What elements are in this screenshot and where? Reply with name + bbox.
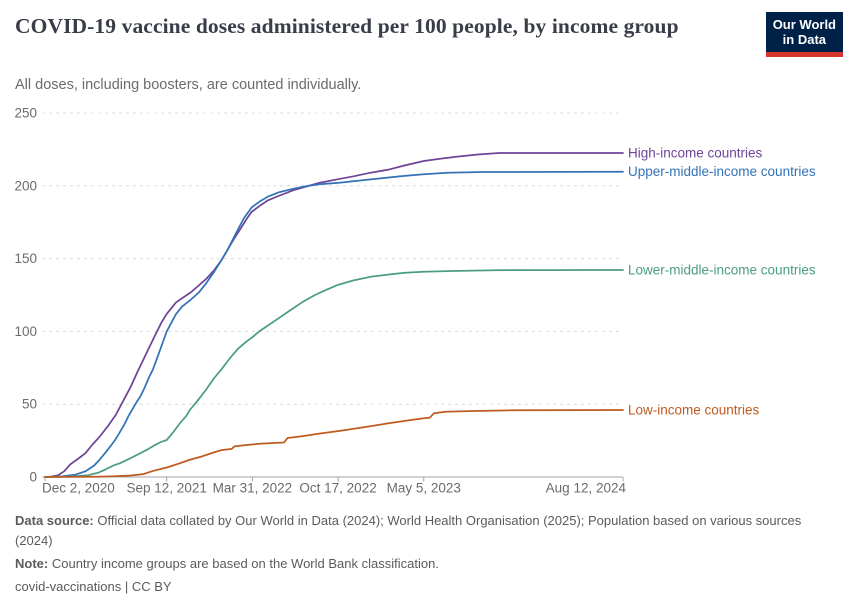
y-axis-tick-label: 50 xyxy=(22,397,37,412)
data-source-line: Data source: Official data collated by O… xyxy=(15,511,807,551)
chart-subtitle: All doses, including boosters, are count… xyxy=(15,77,362,93)
chart-title: COVID-19 vaccine doses administered per … xyxy=(15,14,679,38)
series-line-low-income xyxy=(44,409,624,478)
chart-footer: Data source: Official data collated by O… xyxy=(15,511,807,600)
x-axis-tick-label: Sep 12, 2021 xyxy=(127,481,207,496)
owid-logo-line1: Our World xyxy=(772,17,836,32)
data-source-label: Data source: xyxy=(15,513,94,528)
x-axis-tick-label: Oct 17, 2022 xyxy=(299,481,376,496)
license-line: covid-vaccinations | CC BY xyxy=(15,579,172,594)
series-label-high-income: High-income countries xyxy=(628,146,763,161)
series-line-high-income xyxy=(44,152,624,478)
y-axis-tick-label: 100 xyxy=(14,324,37,339)
series-label-lower-middle-income: Lower-middle-income countries xyxy=(628,262,816,277)
x-axis-tick-label: Aug 12, 2024 xyxy=(546,481,627,496)
y-axis-tick-label: 250 xyxy=(14,106,37,121)
y-axis-tick-label: 150 xyxy=(14,251,37,266)
note-line: Note: Country income groups are based on… xyxy=(15,554,807,574)
series-line-lower-middle-income xyxy=(44,269,624,478)
owid-logo: Our World in Data xyxy=(765,12,843,57)
y-axis-tick-label: 0 xyxy=(29,470,37,485)
note-text: Country income groups are based on the W… xyxy=(51,556,439,571)
data-source-text: Official data collated by Our World in D… xyxy=(15,513,802,548)
x-axis-tick-label: Dec 2, 2020 xyxy=(42,481,115,496)
series-label-low-income: Low-income countries xyxy=(628,403,760,418)
y-axis-tick-label: 200 xyxy=(14,178,37,193)
series-label-upper-middle-income: Upper-middle-income countries xyxy=(628,164,816,179)
x-axis-tick-label: May 5, 2023 xyxy=(387,481,461,496)
series-line-upper-middle-income xyxy=(44,170,624,478)
note-label: Note: xyxy=(15,556,49,571)
owid-logo-line2: in Data xyxy=(782,32,827,47)
x-axis-tick-label: Mar 31, 2022 xyxy=(213,481,293,496)
